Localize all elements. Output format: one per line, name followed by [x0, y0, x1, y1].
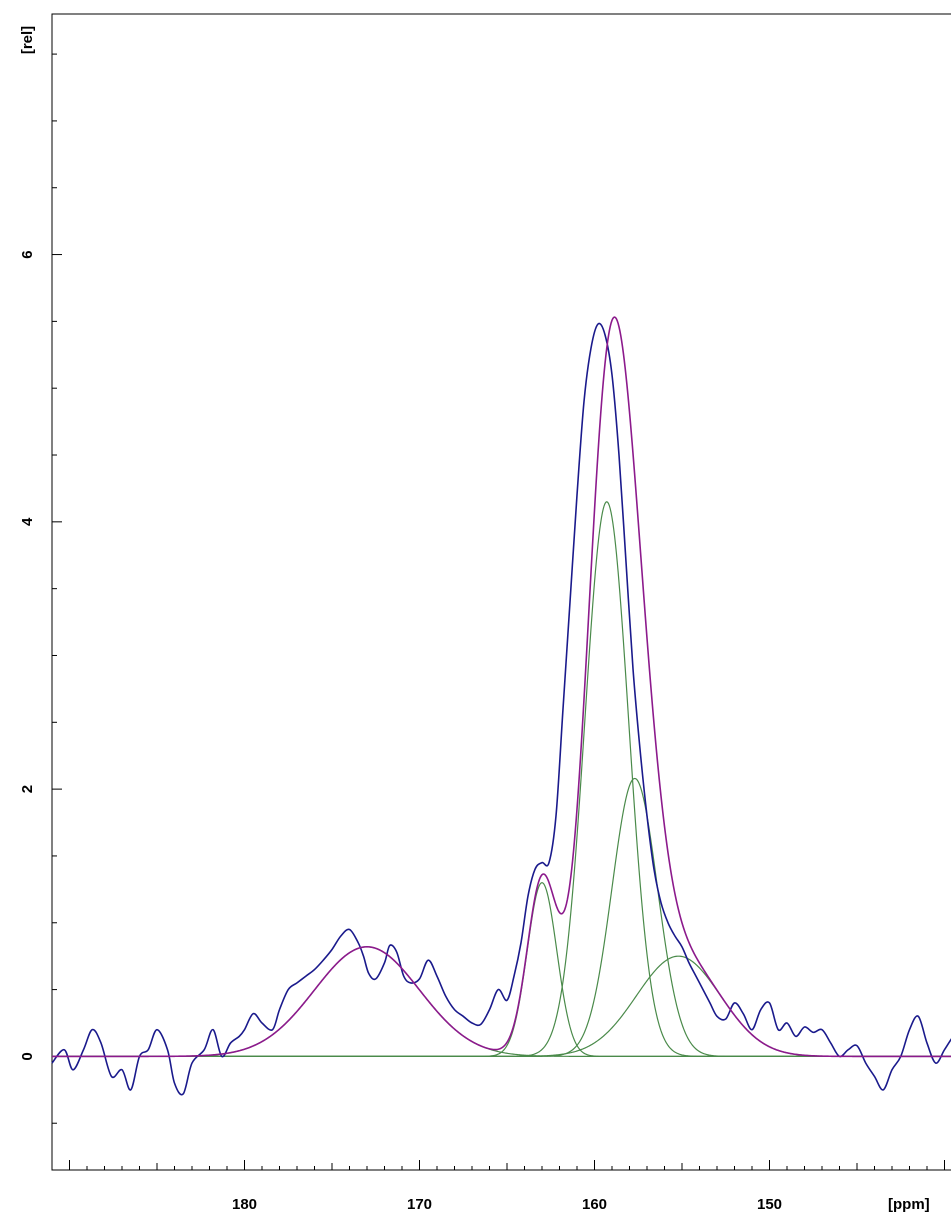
axes: 180 170 160 150 0 2 4 6	[19, 53, 945, 1213]
fit-component-line-3	[52, 501, 951, 1057]
y-tick-label: 6	[19, 250, 36, 258]
y-axis-label: [rel]	[19, 26, 36, 54]
x-tick-label: 180	[232, 1196, 257, 1213]
fit-component-line-1	[52, 946, 951, 1057]
x-axis-label: [ppm]	[888, 1196, 930, 1213]
x-tick-label: 150	[757, 1196, 782, 1213]
x-tick-label: 170	[407, 1196, 432, 1213]
fit-sum-line	[52, 316, 951, 1058]
measured-spectrum-line	[51, 322, 951, 1096]
x-tick-label: 160	[582, 1196, 607, 1213]
axis-labels: [ppm] [rel]	[19, 26, 930, 1213]
y-tick-label: 2	[19, 785, 36, 793]
fit-component-line-4	[52, 777, 951, 1057]
y-tick-label: 0	[19, 1052, 36, 1060]
fit-components	[52, 501, 951, 1057]
fit-component-line-2	[52, 882, 951, 1057]
y-tick-label: 4	[19, 517, 36, 526]
fit-component-line-5	[52, 955, 951, 1057]
plot-area-frame	[51, 13, 951, 1171]
